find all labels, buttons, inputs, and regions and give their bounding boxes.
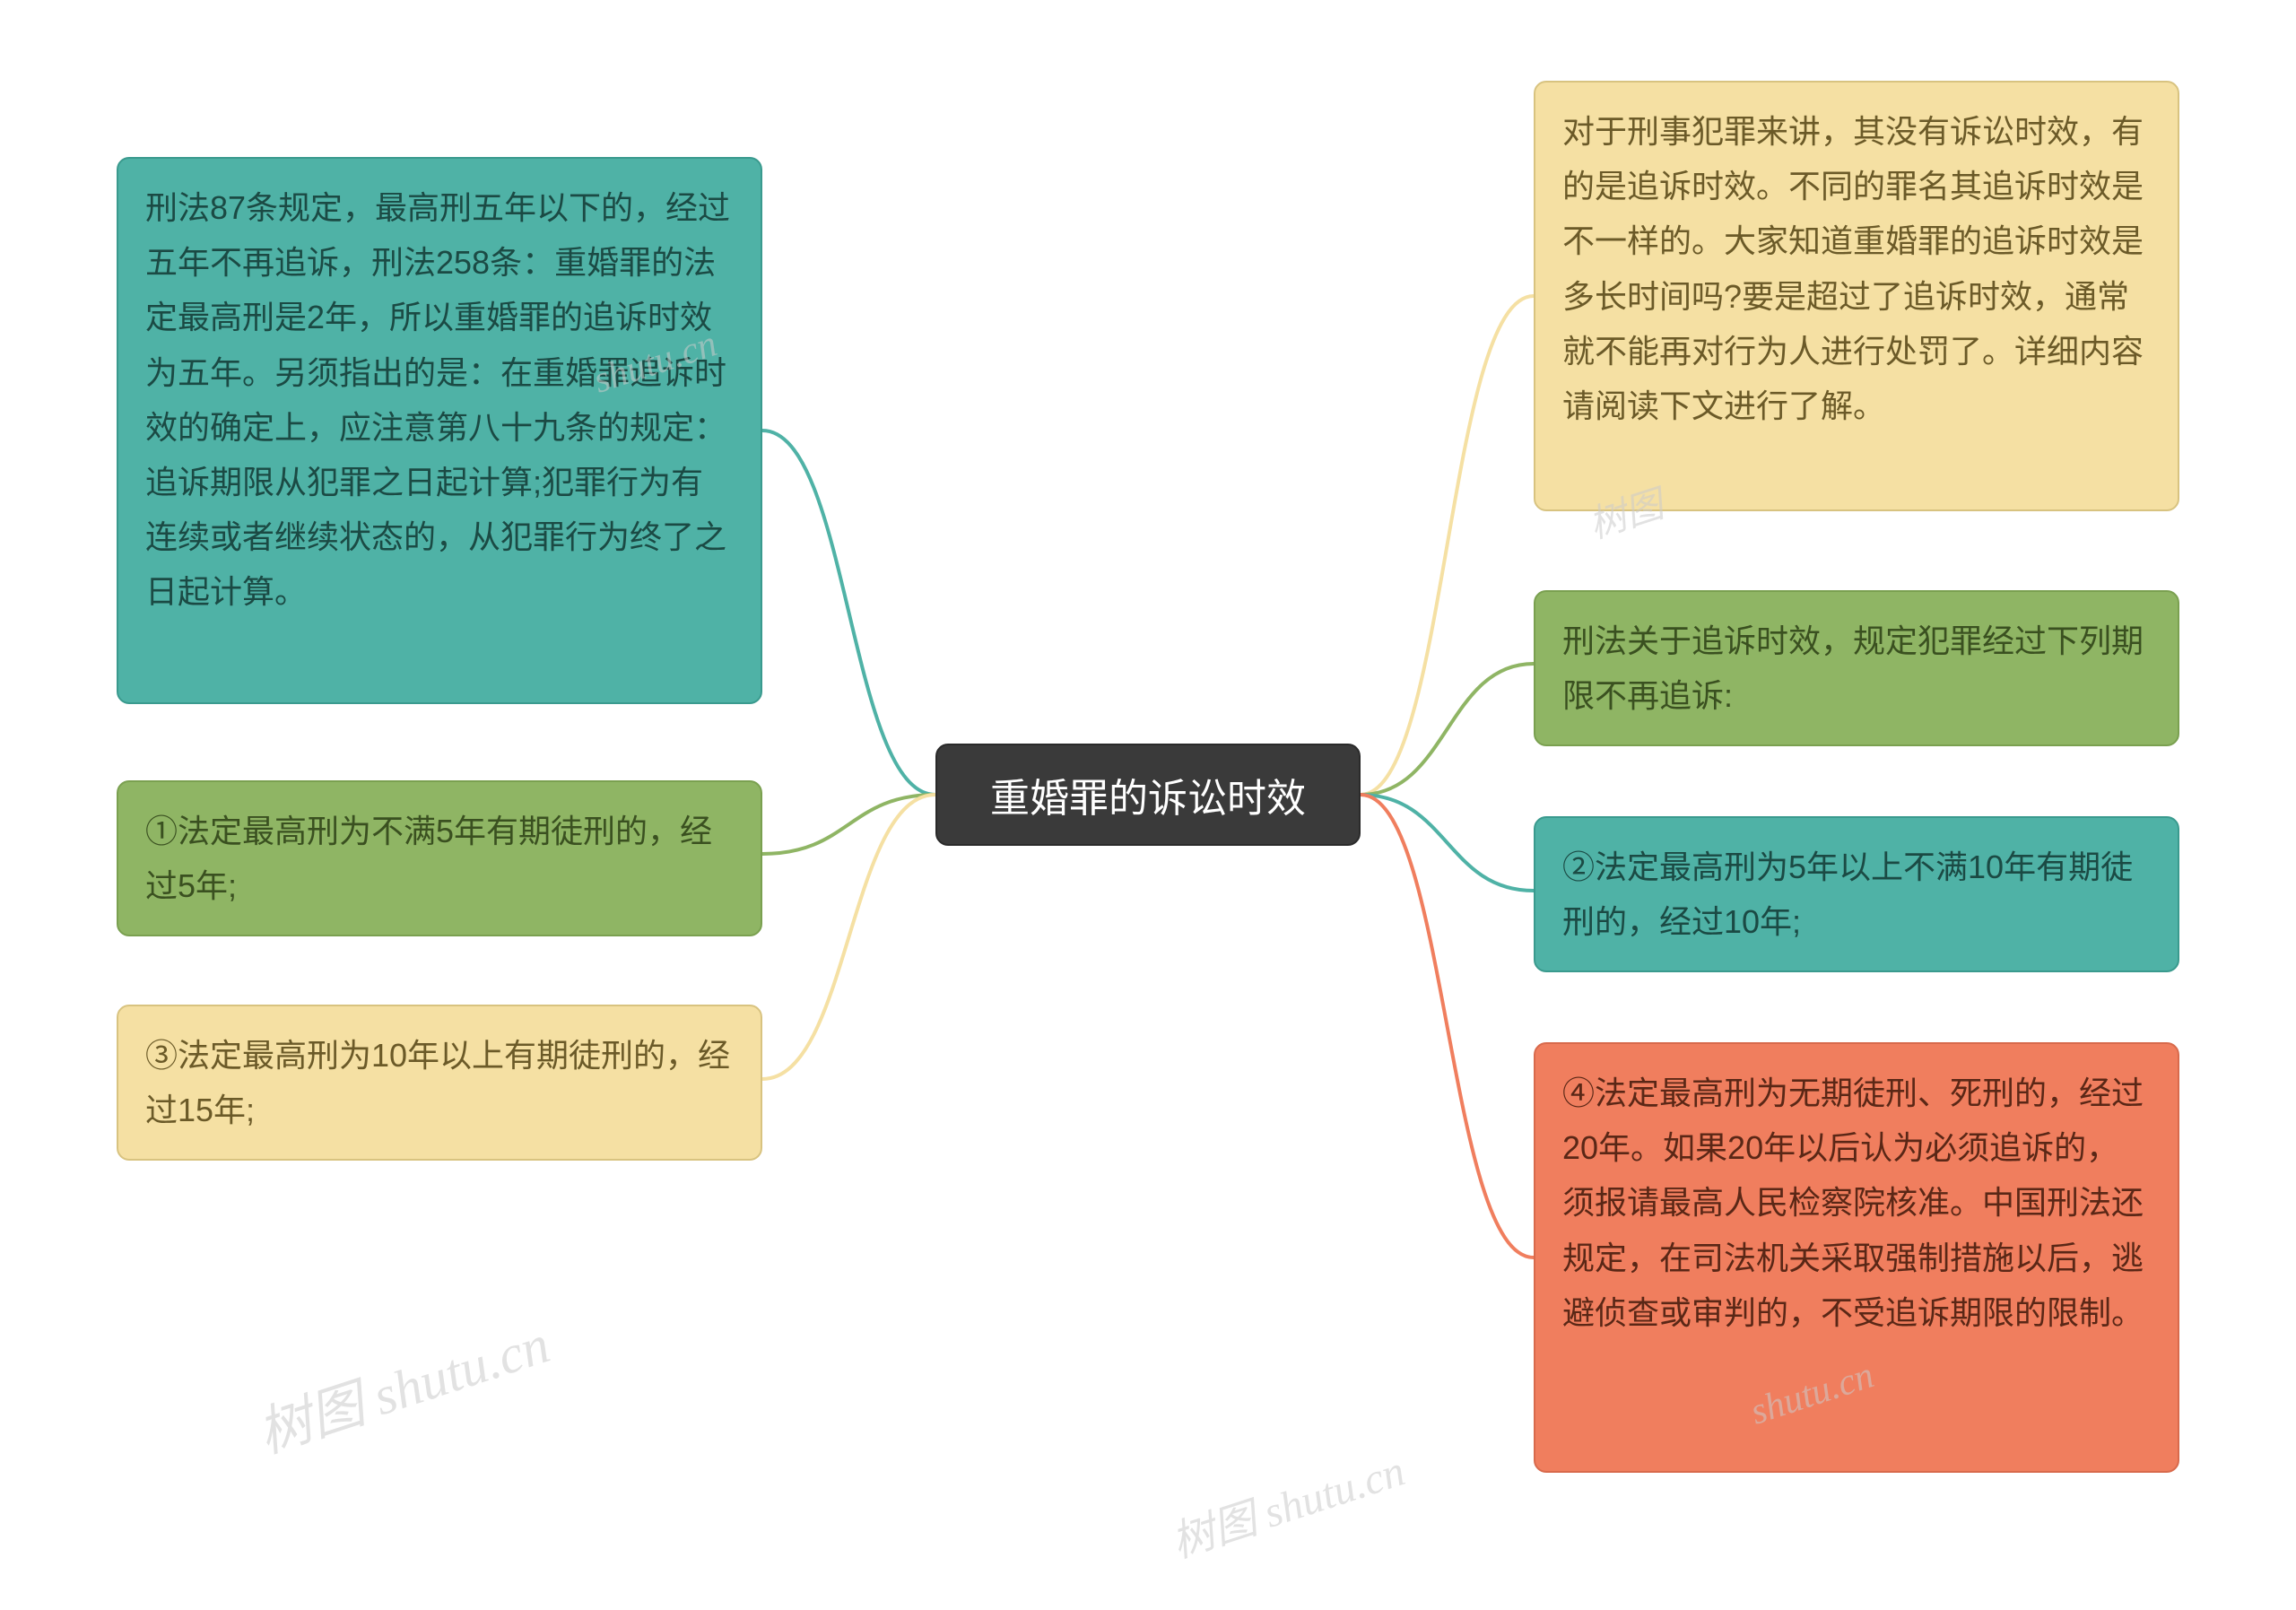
branch-text: ④法定最高刑为无期徒刑、死刑的，经过20年。如果20年以后认为必须追诉的，须报请…	[1562, 1075, 2144, 1331]
branch-right-3: ②法定最高刑为5年以上不满10年有期徒刑的，经过10年;	[1534, 816, 2179, 972]
branch-text: 刑法87条规定，最高刑五年以下的，经过五年不再追诉，刑法258条：重婚罪的法定最…	[145, 189, 730, 610]
center-label: 重婚罪的诉讼时效	[990, 766, 1306, 823]
mindmap-canvas: 重婚罪的诉讼时效 刑法87条规定，最高刑五年以下的，经过五年不再追诉，刑法258…	[0, 0, 2296, 1610]
branch-text: ②法定最高刑为5年以上不满10年有期徒刑的，经过10年;	[1562, 849, 2133, 940]
branch-right-1: 对于刑事犯罪来讲，其没有诉讼时效，有的是追诉时效。不同的罪名其追诉时效是不一样的…	[1534, 81, 2179, 511]
branch-text: 刑法关于追诉时效，规定犯罪经过下列期限不再追诉:	[1562, 622, 2144, 714]
watermark: 树图 shutu.cn	[1162, 1435, 1412, 1570]
branch-right-2: 刑法关于追诉时效，规定犯罪经过下列期限不再追诉:	[1534, 590, 2179, 746]
branch-text: ③法定最高刑为10年以上有期徒刑的，经过15年;	[145, 1037, 730, 1128]
center-topic: 重婚罪的诉讼时效	[935, 744, 1361, 846]
branch-left-2: ①法定最高刑为不满5年有期徒刑的，经过5年;	[117, 780, 762, 936]
branch-text: ①法定最高刑为不满5年有期徒刑的，经过5年;	[145, 813, 712, 904]
watermark: 树图 shutu.cn	[247, 1301, 558, 1468]
branch-left-3: ③法定最高刑为10年以上有期徒刑的，经过15年;	[117, 1005, 762, 1161]
branch-text: 对于刑事犯罪来讲，其没有诉讼时效，有的是追诉时效。不同的罪名其追诉时效是不一样的…	[1562, 113, 2144, 424]
branch-left-1: 刑法87条规定，最高刑五年以下的，经过五年不再追诉，刑法258条：重婚罪的法定最…	[117, 157, 762, 704]
branch-right-4: ④法定最高刑为无期徒刑、死刑的，经过20年。如果20年以后认为必须追诉的，须报请…	[1534, 1042, 2179, 1473]
